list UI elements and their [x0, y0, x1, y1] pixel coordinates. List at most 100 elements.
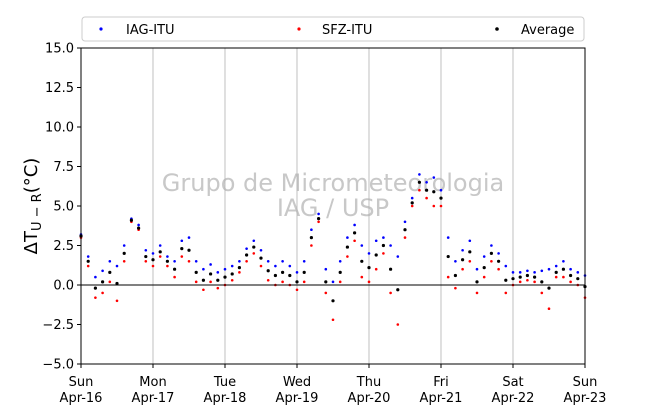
point-2-60 [511, 277, 515, 281]
point-2-43 [389, 267, 393, 271]
point-0-26 [266, 260, 270, 263]
point-0-9 [144, 248, 148, 252]
point-1-1 [86, 264, 90, 268]
point-2-32 [309, 236, 313, 240]
point-2-7 [129, 218, 133, 222]
point-1-28 [281, 280, 284, 284]
x-tick-label-date-2: Apr-18 [204, 391, 247, 406]
point-2-41 [374, 253, 378, 257]
point-0-61 [518, 271, 522, 274]
point-2-40 [367, 266, 371, 270]
y-tick-label-6: 10.0 [45, 121, 74, 136]
point-2-64 [540, 280, 544, 284]
point-2-5 [115, 281, 119, 286]
plot-marks [79, 173, 587, 326]
point-2-31 [302, 270, 306, 274]
point-1-53 [461, 267, 464, 271]
point-2-42 [381, 243, 385, 248]
point-0-39 [360, 244, 364, 247]
y-axis-label-subscript: U − R [30, 193, 45, 231]
point-1-13 [173, 275, 176, 279]
watermark-line-1: Grupo de Micrometeorologia [162, 169, 504, 197]
point-2-33 [317, 217, 321, 221]
point-1-14 [180, 255, 184, 258]
x-tick-label-day-3: Wed [283, 375, 311, 390]
point-2-8 [137, 226, 141, 230]
series-iag-itu [79, 173, 587, 284]
point-1-44 [396, 323, 400, 326]
x-tick-label-day-6: Sat [502, 375, 523, 390]
point-1-36 [338, 280, 342, 284]
point-1-34 [324, 291, 328, 295]
point-1-43 [389, 291, 392, 295]
point-2-45 [403, 228, 407, 232]
legend-marker-sfz-itu [297, 27, 301, 31]
point-0-10 [151, 252, 155, 255]
point-0-60 [511, 271, 515, 274]
x-tick-label-date-7: Apr-23 [564, 391, 607, 406]
point-2-47 [417, 180, 421, 184]
point-1-15 [187, 260, 191, 263]
point-0-30 [295, 271, 299, 274]
point-1-46 [410, 204, 414, 208]
point-2-61 [518, 275, 522, 279]
point-0-20 [223, 267, 227, 271]
x-tick-label-day-2: Tue [213, 375, 236, 390]
point-2-69 [576, 277, 580, 281]
point-1-40 [367, 280, 371, 284]
point-1-49 [432, 204, 436, 208]
point-0-29 [288, 264, 292, 268]
point-0-68 [569, 267, 572, 271]
x-tick-label-date-5: Apr-21 [420, 391, 463, 406]
point-1-48 [425, 196, 428, 200]
point-0-24 [252, 239, 256, 243]
point-0-3 [101, 269, 104, 273]
point-2-59 [504, 278, 508, 282]
point-2-26 [266, 269, 270, 273]
point-2-30 [295, 280, 299, 284]
point-2-39 [360, 259, 364, 263]
point-2-55 [475, 280, 479, 284]
legend-label-iag-itu: IAG-ITU [126, 23, 175, 38]
point-2-54 [468, 250, 472, 254]
point-1-23 [245, 260, 248, 263]
point-1-25 [259, 264, 263, 268]
point-0-54 [468, 239, 472, 243]
point-0-2 [94, 275, 97, 279]
point-2-16 [194, 270, 198, 274]
x-tick-label-day-7: Sun [573, 375, 598, 390]
y-tick-label-8: 15.0 [45, 42, 74, 57]
y-axis-label: ΔTU − R(°C) [21, 158, 45, 255]
x-tick-label-date-4: Apr-20 [348, 391, 391, 406]
point-2-27 [273, 273, 277, 278]
point-0-6 [122, 244, 126, 247]
point-1-61 [518, 280, 522, 284]
point-2-25 [259, 256, 263, 260]
point-2-23 [245, 253, 249, 257]
point-2-34 [324, 280, 328, 284]
point-2-56 [482, 266, 486, 270]
point-0-37 [346, 236, 349, 239]
point-1-26 [266, 278, 270, 282]
point-1-33 [317, 220, 320, 224]
point-1-2 [94, 296, 97, 299]
point-0-14 [180, 239, 184, 243]
point-0-45 [403, 220, 407, 224]
point-2-67 [561, 267, 566, 271]
point-0-12 [166, 255, 169, 258]
point-0-48 [425, 181, 428, 184]
point-0-4 [108, 260, 112, 263]
point-2-68 [569, 273, 573, 278]
watermark-line-2: IAG / USP [277, 194, 389, 222]
point-2-11 [158, 250, 162, 254]
point-0-67 [562, 260, 565, 263]
point-2-49 [432, 190, 436, 194]
point-0-17 [202, 267, 205, 271]
point-0-47 [418, 173, 421, 176]
point-2-15 [187, 248, 191, 252]
point-1-68 [569, 280, 572, 284]
point-1-5 [115, 299, 119, 303]
point-0-35 [331, 280, 335, 284]
point-0-8 [137, 223, 140, 227]
